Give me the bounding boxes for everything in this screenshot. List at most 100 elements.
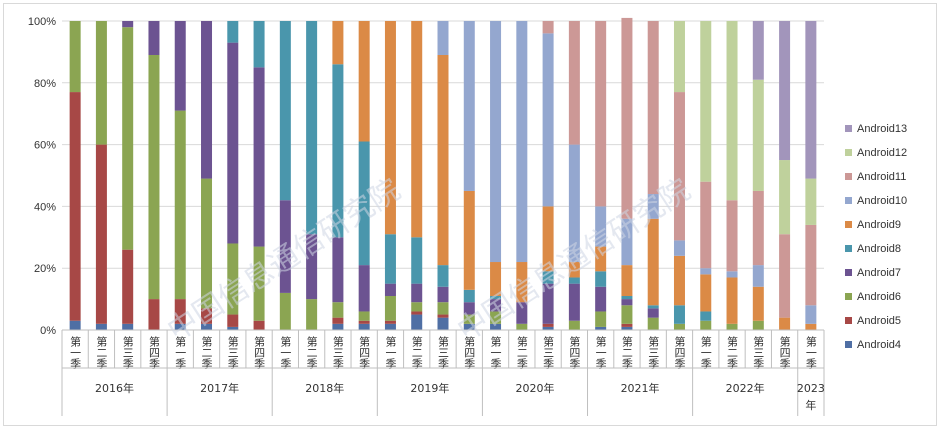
bar-segment-android4 (95, 323, 107, 330)
bar-segment-android9 (726, 277, 738, 324)
bar-segment-android13 (805, 21, 817, 179)
quarter-label: 第二季 (200, 335, 213, 370)
bar-segment-android7 (621, 299, 633, 306)
bar-segment-android6 (95, 21, 107, 145)
bar-segment-android6 (148, 54, 160, 300)
year-label: 2022年 (726, 381, 765, 395)
bar-segment-android4 (332, 323, 344, 330)
legend: Android13 Android12 Android11 Android10 Andr… (845, 123, 907, 351)
year-label: 2019年 (410, 381, 449, 395)
bar-segment-android9 (568, 262, 580, 278)
legend-label: Android5 (857, 315, 901, 327)
bar-segment-android4 (621, 326, 633, 330)
bar-segment-android10 (805, 305, 817, 324)
bar-segment-android6 (69, 21, 81, 93)
legend-swatch (845, 341, 852, 348)
bar-segment-android13 (779, 21, 791, 161)
bar-segment-android8 (673, 305, 685, 324)
legend-label: Android7 (857, 267, 901, 279)
bar-segment-android10 (568, 144, 580, 263)
legend-swatch (845, 125, 852, 132)
bar-segment-android11 (805, 224, 817, 306)
bar-segment-android7 (253, 67, 265, 247)
bar-segment-android4 (595, 326, 607, 330)
quarter-label: 第二季 (410, 335, 423, 370)
quarter-label: 第三季 (331, 335, 344, 370)
bar-segment-android8 (411, 237, 423, 284)
bar-segment-android8 (227, 21, 239, 43)
bar-segment-android7 (490, 299, 502, 312)
quarter-label: 第三季 (647, 335, 660, 370)
bar-segment-android10 (463, 21, 475, 191)
bar-segment-android6 (490, 311, 502, 324)
bar-segment-android6 (358, 311, 370, 321)
year-label: 2017年 (200, 381, 239, 395)
bar-segment-android9 (358, 21, 370, 142)
bar-segment-android8 (279, 21, 291, 201)
bar-segment-android4 (490, 323, 502, 330)
bar-segment-android4 (411, 314, 423, 330)
bar-segment-android7 (122, 21, 134, 28)
bar-segment-android7 (647, 308, 659, 318)
bar-segment-android10 (647, 194, 659, 219)
bar-segment-android7 (148, 21, 160, 55)
quarter-label: 第二季 (515, 335, 528, 370)
bar-segment-android5 (411, 311, 423, 315)
legend-label: Android8 (857, 243, 901, 255)
year-label: 2018年 (305, 381, 344, 395)
bar-segment-android4 (174, 323, 186, 330)
legend-swatch (845, 269, 852, 276)
bar-segment-android10 (752, 265, 764, 287)
bar-segment-android5 (384, 320, 396, 324)
bar-segment-android5 (122, 249, 134, 324)
bar-segment-android7 (174, 21, 186, 111)
bar-segment-android11 (752, 190, 764, 266)
bar-segment-android9 (463, 190, 475, 290)
quarter-label: 第四季 (463, 335, 476, 370)
legend-swatch (845, 221, 852, 228)
legend-label: Android12 (857, 147, 907, 159)
year-label: 2023 年 (797, 382, 825, 412)
bar-segment-android8 (700, 311, 712, 321)
bar-segment-android10 (437, 21, 449, 55)
quarter-label: 第一季 (594, 335, 607, 370)
y-tick-label: 60% (34, 140, 56, 152)
bar-segment-android7 (595, 286, 607, 312)
bar-segment-android8 (568, 277, 580, 284)
bar-segment-android9 (490, 262, 502, 297)
bar-segment-android8 (437, 265, 449, 287)
bar-segment-android11 (673, 92, 685, 241)
bar-segment-android9 (595, 246, 607, 272)
year-label: 2016年 (95, 381, 134, 395)
bar-segment-android9 (779, 317, 791, 330)
bar-segment-android9 (332, 21, 344, 65)
bar-segment-android6 (621, 305, 633, 324)
bar-segment-android6 (174, 110, 186, 300)
bar-segment-android8 (463, 289, 475, 303)
quarter-label: 第四季 (358, 335, 371, 370)
legend-swatch (845, 149, 852, 156)
bar-segment-android7 (542, 283, 554, 324)
quarter-label: 第二季 (305, 335, 318, 370)
bar-segment-android12 (752, 79, 764, 191)
bar-segment-android4 (69, 320, 81, 330)
bar-segment-android5 (253, 320, 265, 330)
bar-segment-android6 (122, 27, 134, 250)
bar-segment-android12 (779, 160, 791, 235)
bar-segment-android9 (384, 21, 396, 235)
quarter-label: 第四季 (778, 335, 791, 370)
bar-segment-android5 (332, 317, 344, 324)
bar-segment-android4 (384, 323, 396, 330)
bar-segment-android11 (568, 21, 580, 145)
bar-segment-android8 (253, 21, 265, 68)
bar-segment-android10 (595, 206, 607, 247)
bar-segment-android10 (516, 21, 528, 263)
y-tick-label: 100% (28, 16, 56, 28)
bar-segment-android6 (437, 302, 449, 315)
bar-segment-android6 (463, 314, 475, 324)
bar-segment-android5 (227, 314, 239, 327)
quarter-label: 第三季 (226, 335, 239, 370)
bar-segment-android7 (227, 42, 239, 244)
bar-segment-android12 (700, 21, 712, 182)
